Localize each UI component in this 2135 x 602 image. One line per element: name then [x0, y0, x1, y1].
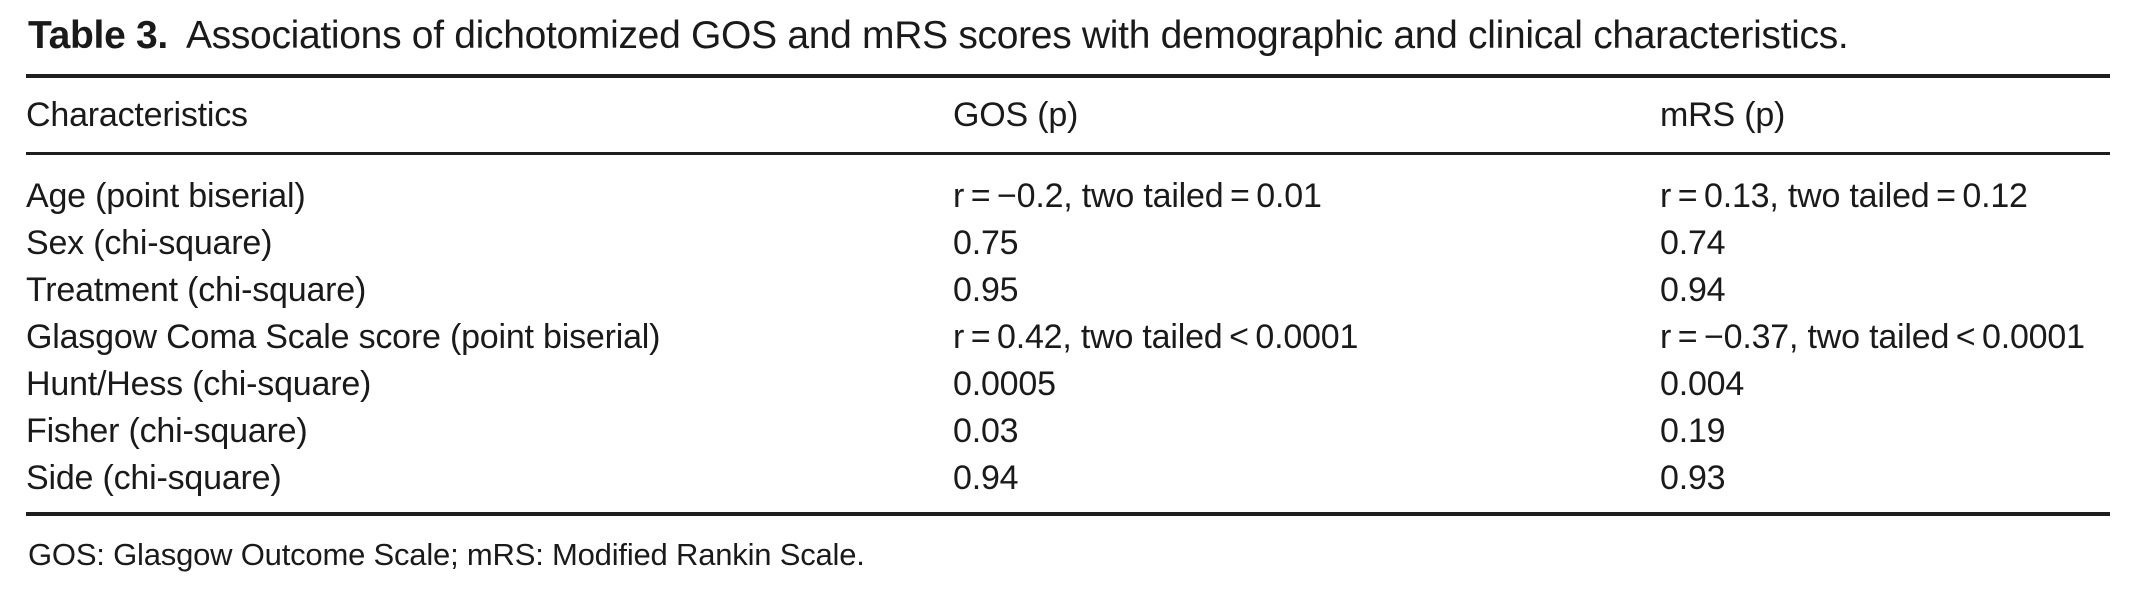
- cell-characteristic: Side (chi-square): [26, 459, 282, 497]
- table-footnote: GOS: Glasgow Outcome Scale; mRS: Modifie…: [28, 537, 865, 572]
- cell-characteristic: Fisher (chi-square): [26, 412, 308, 450]
- column-header-gos: GOS (p): [953, 76, 1660, 155]
- cell-mrs: 0.74: [1660, 224, 1726, 262]
- table-row: Hunt/Hess (chi-square) 0.0005 0.004: [26, 361, 2110, 408]
- cell-gos: 0.95: [953, 271, 1019, 309]
- column-header-mrs: mRS (p): [1660, 76, 2110, 155]
- cell-mrs: r = 0.13, two tailed = 0.12: [1660, 177, 2028, 215]
- table-caption: Table 3. Associations of dichotomized GOS…: [28, 10, 1849, 62]
- table-row: Fisher (chi-square) 0.03 0.19: [26, 408, 2110, 455]
- cell-gos: 0.94: [953, 459, 1019, 497]
- table-row: Treatment (chi-square) 0.95 0.94: [26, 267, 2110, 314]
- cell-characteristic: Glasgow Coma Scale score (point biserial…: [26, 318, 661, 356]
- cell-mrs: r = −0.37, two tailed < 0.0001: [1660, 318, 2085, 356]
- cell-characteristic: Hunt/Hess (chi-square): [26, 365, 372, 403]
- column-header-characteristics: Characteristics: [26, 76, 953, 155]
- table-row: Sex (chi-square) 0.75 0.74: [26, 220, 2110, 267]
- table-header: Characteristics GOS (p) mRS (p): [26, 76, 2110, 155]
- cell-gos: r = −0.2, two tailed = 0.01: [953, 177, 1322, 215]
- table-row: Glasgow Coma Scale score (point biserial…: [26, 314, 2110, 361]
- cell-characteristic: Treatment (chi-square): [26, 271, 367, 309]
- cell-gos: 0.75: [953, 224, 1019, 262]
- table-container: Characteristics GOS (p) mRS (p) Age (poi…: [26, 74, 2110, 516]
- cell-mrs: 0.94: [1660, 271, 1726, 309]
- associations-table: Characteristics GOS (p) mRS (p) Age (poi…: [26, 74, 2110, 516]
- table-body: Age (point biserial) r = −0.2, two taile…: [26, 154, 2110, 515]
- cell-gos: 0.0005: [953, 365, 1056, 403]
- table-caption-text: Associations of dichotomized GOS and mRS…: [185, 14, 1849, 57]
- header-row: Characteristics GOS (p) mRS (p): [26, 76, 2110, 155]
- cell-mrs: 0.004: [1660, 365, 1745, 403]
- cell-mrs: 0.93: [1660, 459, 1726, 497]
- table-number-label: Table 3.: [28, 14, 168, 57]
- cell-gos: 0.03: [953, 412, 1019, 450]
- cell-characteristic: Sex (chi-square): [26, 224, 273, 262]
- cell-gos: r = 0.42, two tailed < 0.0001: [953, 318, 1359, 356]
- cell-characteristic: Age (point biserial): [26, 177, 306, 215]
- table-row: Side (chi-square) 0.94 0.93: [26, 455, 2110, 514]
- table-row: Age (point biserial) r = −0.2, two taile…: [26, 154, 2110, 221]
- cell-mrs: 0.19: [1660, 412, 1726, 450]
